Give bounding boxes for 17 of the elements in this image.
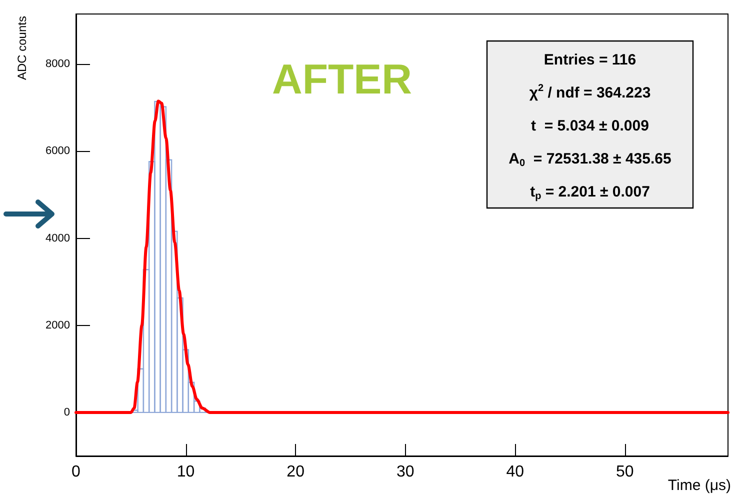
annotation: t = 5.034 ± 0.009 <box>531 118 649 134</box>
x-tick-label: 10 <box>176 464 195 480</box>
x-tick-label: 40 <box>506 464 524 480</box>
y-tick-label: 8000 <box>46 58 70 70</box>
y-tick-label: 4000 <box>46 232 70 244</box>
y-tick-label: 2000 <box>46 319 70 332</box>
x-axis-title: Time (μs) <box>668 477 732 494</box>
y-tick-label: 0 <box>64 406 70 418</box>
line-series <box>74 100 730 414</box>
y-axis-title: ADC counts <box>15 16 29 80</box>
annotation: Entries = 116 <box>544 52 636 68</box>
x-tick-label: 30 <box>396 464 414 480</box>
y-tick-label: 6000 <box>46 145 70 158</box>
x-tick-label: 0 <box>72 464 81 480</box>
text: AFTER <box>272 56 412 102</box>
x-tick-label: 20 <box>286 464 305 480</box>
x-tick-label: 50 <box>616 464 634 480</box>
